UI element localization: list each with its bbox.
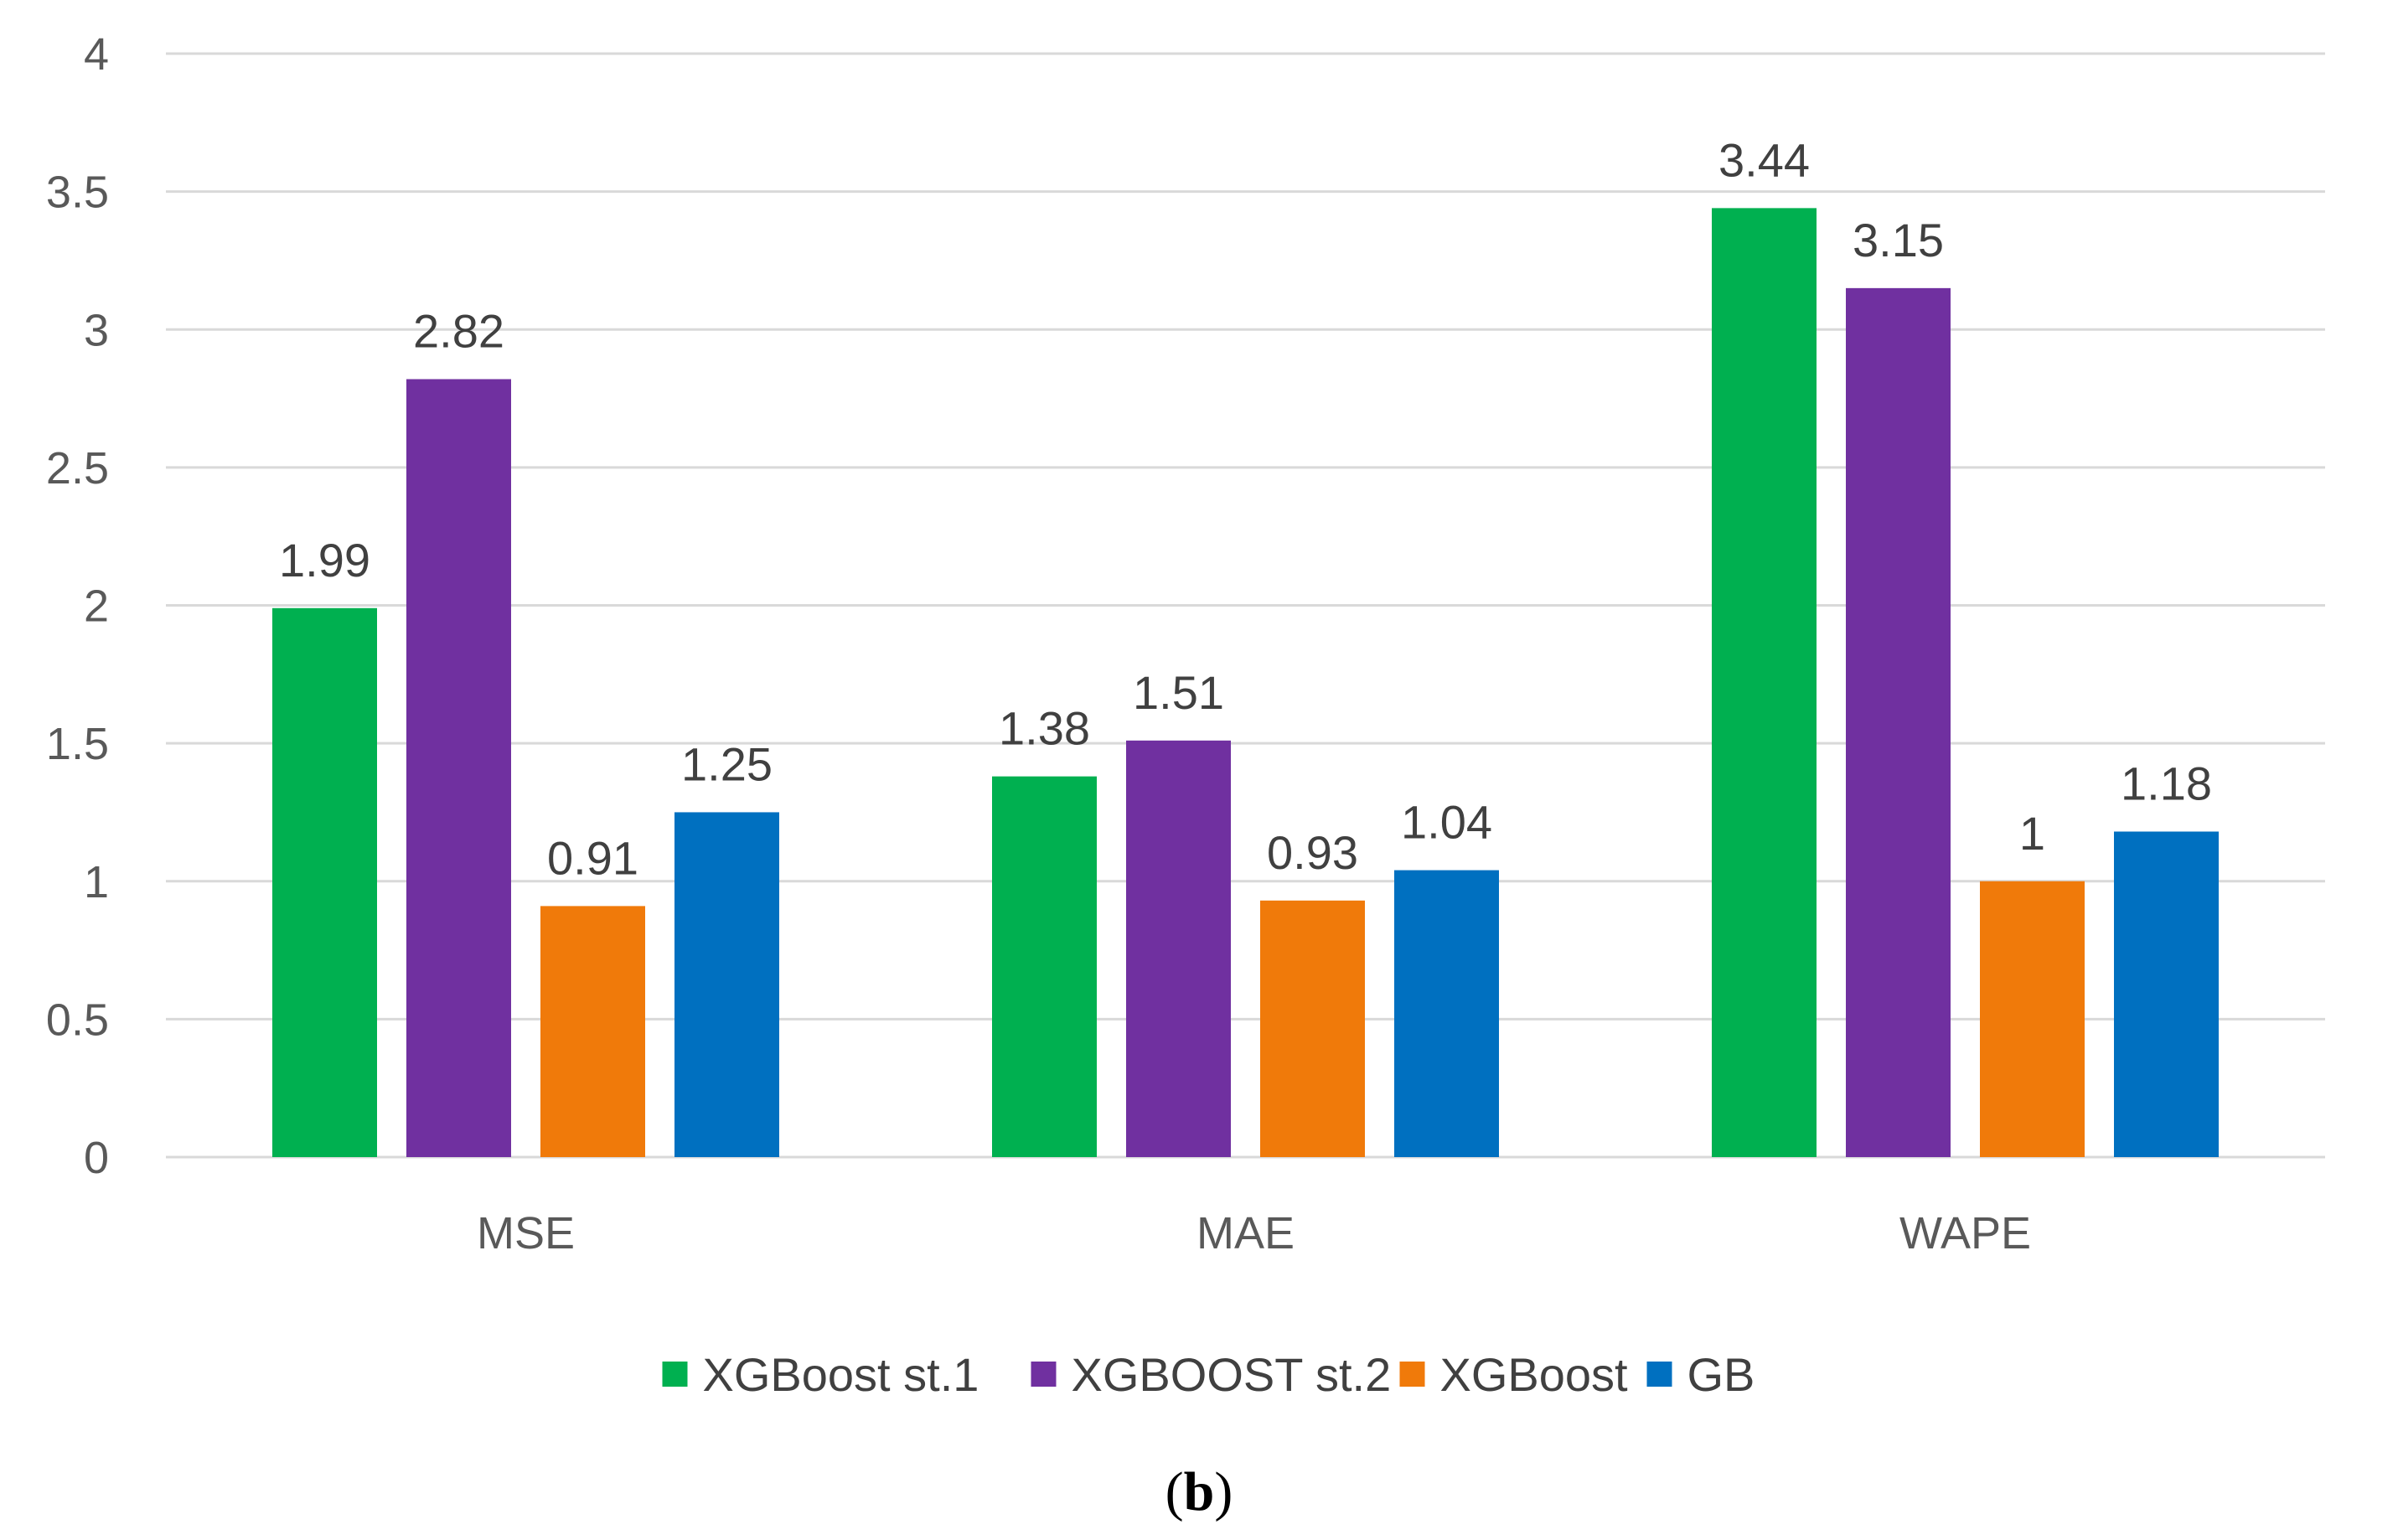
data-label: 1.99	[279, 534, 370, 587]
legend-label: XGBOOST st.2	[1072, 1348, 1392, 1401]
category-label-wape: WAPE	[1899, 1208, 2031, 1258]
bar-mae-2	[1260, 900, 1365, 1157]
legend-label: GB	[1687, 1348, 1755, 1401]
bar-mae-3	[1394, 870, 1499, 1157]
y-tick-label: 3.5	[46, 168, 109, 218]
legend-item: XGBoost	[1399, 1348, 1629, 1401]
category-label-mse: MSE	[477, 1208, 575, 1258]
data-label: 1.38	[999, 702, 1090, 755]
y-tick-label: 2	[84, 581, 109, 632]
legend: XGBoost st.1 XGBOOST st.2 XGBoost GB	[662, 1348, 1755, 1401]
bar-mae-0	[992, 776, 1097, 1157]
data-labels: 1.99 2.82 0.91 1.25 1.38 1.51 0.93 1.04 3.44 3.15…	[279, 133, 2212, 884]
bar-mse-1	[406, 379, 511, 1157]
data-label: 3.15	[1853, 214, 1944, 266]
legend-swatch	[1399, 1362, 1425, 1387]
data-label: 2.82	[413, 305, 504, 358]
bar-wape-2	[1980, 881, 2085, 1157]
y-tick-label: 3	[84, 305, 109, 355]
y-tick-label: 1	[84, 857, 109, 907]
data-label: 3.44	[1718, 133, 1810, 186]
y-axis-ticks: 0 0.5 1 1.5 2 2.5 3 3.5 4	[46, 29, 109, 1183]
bar-wape-0	[1712, 208, 1817, 1157]
bar-mae-1	[1126, 740, 1231, 1157]
gridlines	[166, 52, 2325, 1159]
bar-mse-0	[272, 607, 377, 1157]
x-axis-categories: MSE MAE WAPE	[477, 1208, 2031, 1258]
legend-label: XGBoost st.1	[703, 1348, 979, 1401]
y-tick-label: 0.5	[46, 995, 109, 1045]
category-label-mae: MAE	[1196, 1208, 1295, 1258]
figure-caption: (b)	[1165, 1461, 1233, 1522]
data-label: 1.18	[2121, 757, 2212, 809]
legend-swatch	[1646, 1362, 1672, 1387]
data-label: 1.25	[681, 737, 773, 790]
data-label: 1.51	[1133, 666, 1224, 719]
legend-item: XGBOOST st.2	[1031, 1348, 1392, 1401]
legend-item: GB	[1646, 1348, 1755, 1401]
bar-mse-3	[674, 812, 779, 1157]
legend-swatch	[1031, 1362, 1057, 1387]
y-tick-label: 2.5	[46, 443, 109, 494]
legend-swatch	[662, 1362, 688, 1387]
legend-label: XGBoost	[1440, 1348, 1629, 1401]
y-tick-label: 1.5	[46, 719, 109, 769]
y-tick-label: 0	[84, 1133, 109, 1183]
bar-mse-2	[540, 906, 645, 1157]
data-label: 0.93	[1267, 826, 1358, 879]
data-label: 0.91	[547, 831, 638, 884]
data-label: 1	[2019, 807, 2045, 860]
data-label: 1.04	[1401, 796, 1492, 849]
legend-item: XGBoost st.1	[662, 1348, 979, 1401]
bar-wape-3	[2114, 831, 2219, 1157]
bars	[272, 208, 2219, 1157]
bar-wape-1	[1846, 287, 1951, 1157]
y-tick-label: 4	[84, 29, 109, 80]
